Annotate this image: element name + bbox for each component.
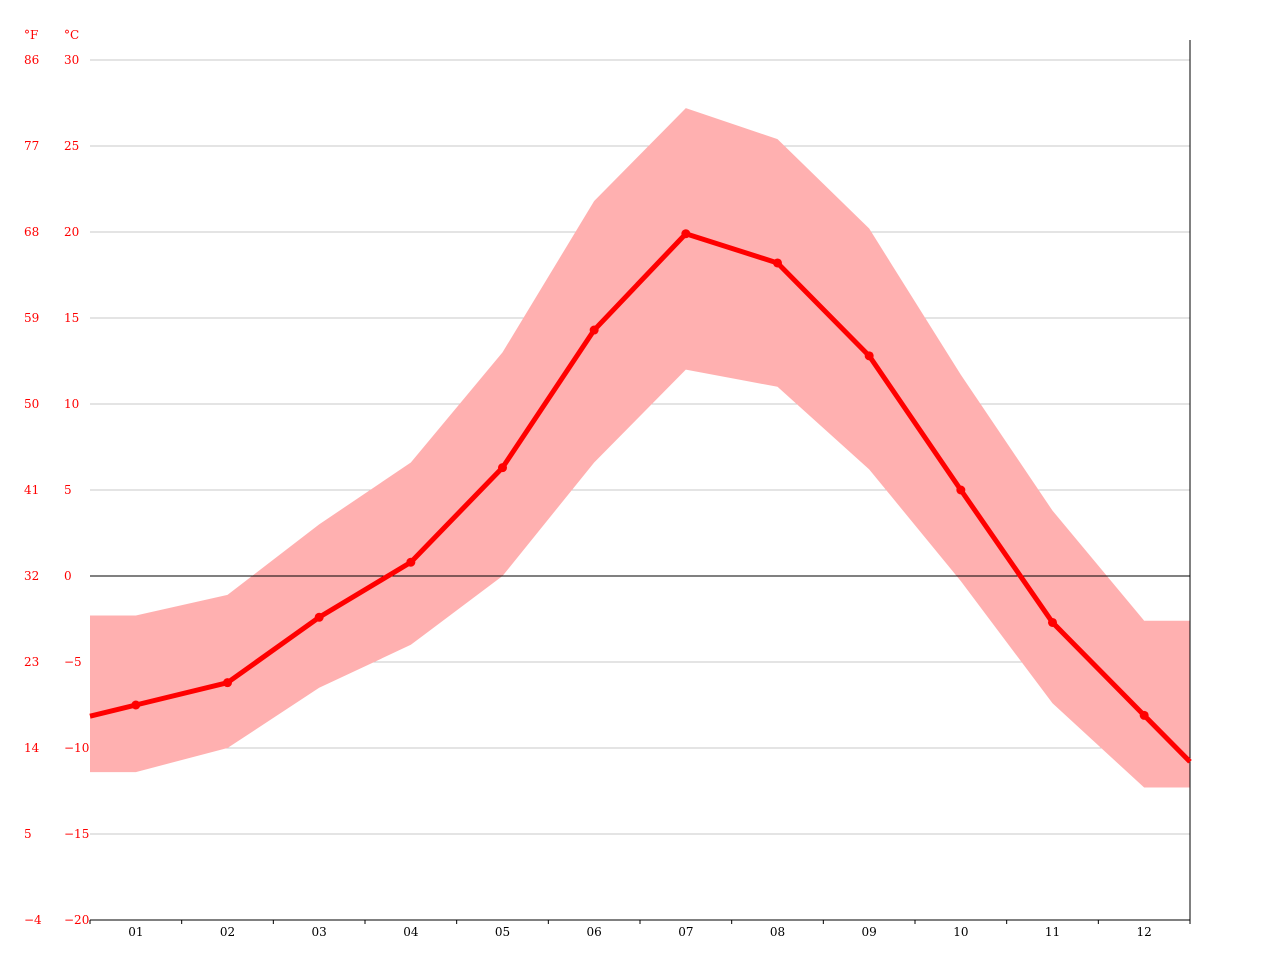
data-point: [1048, 617, 1057, 627]
y-tick-label-fahrenheit: 77: [24, 139, 39, 153]
x-tick-label: 07: [678, 925, 693, 939]
series-points: [131, 229, 1149, 720]
y-tick-label-celsius: 25: [64, 139, 79, 153]
y-tick-label-celsius: 5: [64, 483, 72, 497]
y-tick-label-fahrenheit: 68: [24, 225, 39, 239]
y-tick-label-celsius: −20: [64, 913, 89, 927]
x-tick-label: 06: [587, 925, 602, 939]
data-point: [589, 325, 599, 335]
y-tick-label-fahrenheit: −4: [24, 913, 42, 927]
data-point: [773, 258, 782, 268]
y-tick-label-celsius: −10: [64, 741, 89, 755]
y-tick-label-fahrenheit: 50: [24, 397, 39, 411]
x-tick-label: 04: [403, 925, 419, 939]
x-tick-label: 11: [1045, 925, 1060, 939]
data-point: [1139, 710, 1149, 720]
fahrenheit-unit-label: °F: [24, 28, 38, 42]
data-point: [314, 612, 324, 622]
temperature-range-band: [90, 108, 1190, 788]
x-tick-label: 08: [770, 925, 785, 939]
x-tick-label: 05: [495, 925, 510, 939]
data-point: [956, 485, 966, 495]
y-tick-label-fahrenheit: 14: [24, 741, 40, 755]
x-tick-label: 03: [312, 925, 327, 939]
x-tick-label: 09: [862, 925, 877, 939]
x-tick-label: 02: [220, 925, 235, 939]
y-tick-label-celsius: −15: [64, 827, 89, 841]
axes: [89, 40, 1191, 924]
y-tick-label-celsius: 20: [64, 225, 79, 239]
x-tick-label: 12: [1137, 925, 1152, 939]
y-tick-label-fahrenheit: 41: [24, 483, 39, 497]
data-point: [681, 229, 691, 239]
y-tick-label-fahrenheit: 32: [24, 569, 39, 583]
celsius-unit-label: °C: [64, 28, 79, 42]
data-point: [498, 463, 507, 473]
x-tick-label: 01: [128, 925, 143, 939]
series-line: [89, 231, 1192, 764]
y-tick-label-celsius: −5: [64, 655, 82, 669]
data-point: [406, 557, 416, 567]
y-tick-label-fahrenheit: 23: [24, 655, 39, 669]
y-tick-label-celsius: 15: [64, 311, 79, 325]
x-tick-label: 10: [953, 925, 968, 939]
y-tick-label-fahrenheit: 5: [24, 827, 32, 841]
y-tick-label-celsius: 30: [64, 53, 79, 67]
data-point: [864, 351, 874, 361]
y-tick-label-fahrenheit: 86: [24, 53, 39, 67]
y-tick-label-celsius: 0: [64, 569, 72, 583]
y-tick-label-fahrenheit: 59: [24, 311, 39, 325]
y-tick-label-celsius: 10: [64, 397, 79, 411]
data-point: [223, 678, 232, 688]
tick-labels: 86 30 77 25 68 20 59 15 50 10 41 5 32 0 23 −5 14 −10 5 −15 −…: [24, 53, 1152, 939]
data-point: [131, 700, 141, 710]
